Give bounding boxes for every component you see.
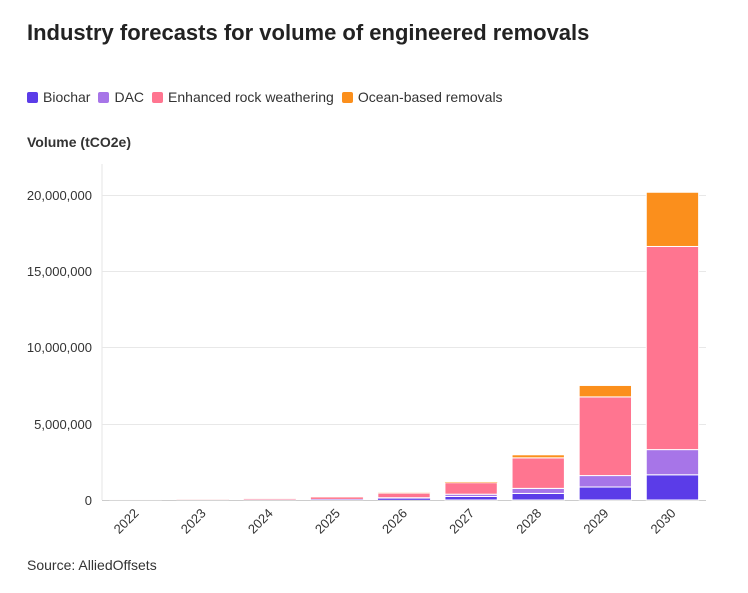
x-tick-label: 2023 [178, 506, 209, 537]
chart-title: Industry forecasts for volume of enginee… [27, 20, 590, 45]
legend-item-ocean-based-removals[interactable]: Ocean-based removals [341, 89, 503, 105]
source-note: Source: AlliedOffsets [27, 557, 157, 573]
bars [109, 191, 700, 501]
x-tick-label: 2026 [379, 506, 410, 537]
legend-label-ocean-based-removals: Ocean-based removals [357, 89, 503, 105]
bar-dac-2029[interactable] [578, 475, 633, 488]
bar-ocean-based-removals-2029[interactable] [578, 384, 633, 398]
bar-biochar-2028[interactable] [511, 492, 565, 501]
bar-ocean-based-removals-2028[interactable] [511, 454, 565, 459]
bar-enhanced-rock-weathering-2028[interactable] [511, 457, 565, 489]
bar-enhanced-rock-weathering-2029[interactable] [578, 396, 633, 477]
bar-ocean-based-removals-2030[interactable] [645, 191, 700, 247]
x-tick-label: 2028 [513, 506, 544, 537]
y-axis-ticks: 0 5,000,000 10,000,000 15,000,000 20,000,000 [27, 188, 92, 508]
chart-legend: Biochar DAC Enhanced rock weathering Oce… [27, 89, 511, 105]
bar-dac-2030[interactable] [645, 449, 700, 476]
bar-ocean-based-removals-2027[interactable] [444, 481, 498, 483]
x-tick-label: 2027 [446, 506, 477, 537]
legend-swatch-enhanced-rock-weathering [152, 91, 164, 103]
y-tick-label: 20,000,000 [27, 188, 92, 203]
y-tick-label: 15,000,000 [27, 264, 92, 279]
bar-biochar-2027[interactable] [444, 495, 498, 501]
legend-swatch-biochar [27, 91, 38, 103]
legend-item-enhanced-rock-weathering[interactable]: Enhanced rock weathering [152, 89, 334, 105]
y-axis-label: Volume (tCO2e) [27, 134, 131, 150]
bar-biochar-2029[interactable] [578, 486, 633, 501]
bar-dac-2028[interactable] [511, 487, 565, 494]
x-tick-label: 2029 [580, 506, 611, 537]
bar-enhanced-rock-weathering-2030[interactable] [645, 245, 700, 451]
bar-biochar-2030[interactable] [645, 474, 700, 501]
x-tick-label: 2022 [111, 506, 142, 537]
legend-label-biochar: Biochar [43, 89, 91, 105]
gridlines [101, 164, 706, 501]
x-tick-label: 2024 [245, 506, 276, 537]
legend-item-biochar[interactable]: Biochar [27, 89, 90, 105]
bar-enhanced-rock-weathering-2026[interactable] [377, 492, 431, 499]
x-axis-ticks: 2022 2023 2024 2025 2026 2027 2028 2029 2030 [111, 506, 679, 537]
y-tick-label: 5,000,000 [34, 417, 92, 432]
bar-biochar-2026[interactable] [377, 498, 431, 501]
y-tick-label: 0 [85, 493, 92, 508]
x-tick-label: 2030 [648, 506, 679, 537]
legend-item-dac[interactable]: DAC [98, 89, 144, 105]
legend-label-dac: DAC [114, 89, 145, 105]
legend-label-enhanced-rock-weathering: Enhanced rock weathering [168, 89, 334, 105]
legend-swatch-dac [98, 91, 110, 103]
bar-enhanced-rock-weathering-2025[interactable] [310, 497, 364, 500]
bar-enhanced-rock-weathering-2027[interactable] [444, 482, 498, 495]
x-tick-label: 2025 [312, 506, 343, 537]
y-tick-label: 10,000,000 [27, 340, 92, 355]
legend-swatch-ocean-based-removals [341, 91, 353, 103]
